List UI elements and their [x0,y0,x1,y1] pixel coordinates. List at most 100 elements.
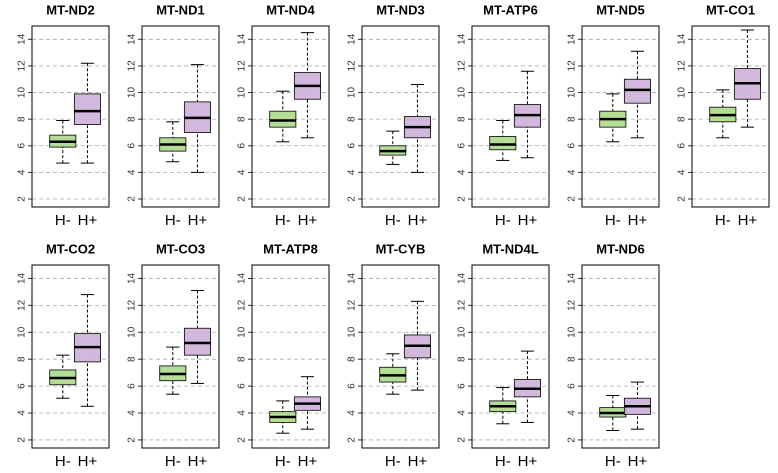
y-tick-label: 14 [567,33,578,45]
x-tick-label: H+ [518,212,538,229]
plot-frame [141,25,220,208]
y-tick-label: 12 [237,60,248,72]
y-tick-label: 14 [17,272,28,284]
panel: 2 4 6 8 10 12 14 MT-ND2 H- H+ [17,2,110,229]
y-tick-label: 10 [457,326,468,338]
box [183,327,211,356]
y-tick-label: 14 [17,33,28,45]
x-tick-label: H+ [738,212,758,229]
plot-frame [31,25,110,208]
x-tick-label: H- [715,212,731,229]
panel: 2 4 6 8 10 12 14 MT-ND1 H- H+ [127,2,220,229]
y-tick-label: 10 [347,326,358,338]
panel-title: MT-ND4 [266,2,315,17]
panel-title: MT-ND2 [46,2,94,17]
y-tick-label: 8 [127,116,138,122]
x-tick-label: H+ [298,212,318,229]
panel-title: MT-CO2 [46,241,95,256]
panel: 2 4 6 8 10 12 14 MT-ND4L H- H+ [457,241,550,470]
panel-title: MT-CO1 [706,2,755,17]
y-tick-label: 6 [347,383,358,389]
y-tick-label: 4 [127,410,138,416]
y-tick-label: 14 [457,33,468,45]
plot-frame [691,25,770,208]
y-tick-label: 2 [567,437,578,443]
y-tick-label: 12 [17,299,28,311]
box [269,110,297,128]
y-tick-label: 10 [17,87,28,99]
x-tick-label: H+ [628,212,648,229]
y-tick-label: 4 [17,410,28,416]
y-tick-label: 6 [567,383,578,389]
y-tick-label: 2 [677,196,688,202]
panel: 2 4 6 8 10 12 14 MT-ATP6 H- H+ [457,2,550,229]
y-tick-label: 2 [457,196,468,202]
x-tick-label: H- [385,453,401,470]
x-tick-label: H- [55,453,71,470]
plot-frame [581,25,660,208]
panel: 2 4 6 8 10 12 14 MT-ND4 H- H+ [237,2,330,229]
y-tick-label: 8 [347,356,358,362]
y-tick-label: 10 [567,326,578,338]
y-tick-label: 10 [127,326,138,338]
y-tick-label: 10 [347,87,358,99]
y-tick-label: 6 [127,383,138,389]
y-tick-label: 14 [127,33,138,45]
y-tick-label: 4 [567,410,578,416]
y-tick-label: 8 [17,116,28,122]
plot-frame [471,264,550,449]
panel-title: MT-ATP6 [483,2,538,17]
x-tick-label: H- [605,212,621,229]
y-tick-label: 6 [347,143,358,149]
plot-frame [251,25,330,208]
y-tick-label: 4 [17,169,28,175]
y-tick-label: 14 [347,33,358,45]
y-tick-label: 4 [237,169,248,175]
x-tick-label: H- [275,453,291,470]
y-tick-label: 6 [17,143,28,149]
y-tick-label: 14 [237,33,248,45]
panel: 2 4 6 8 10 12 14 MT-ND3 H- H+ [347,2,440,229]
panel: 2 4 6 8 10 12 14 MT-ND5 H- H+ [567,2,660,229]
y-tick-label: 12 [457,60,468,72]
y-tick-label: 12 [347,299,358,311]
y-tick-label: 6 [237,383,248,389]
y-tick-label: 10 [567,87,578,99]
panel: 2 4 6 8 10 12 14 MT-ND6 H- H+ [567,241,660,470]
y-tick-label: 12 [567,299,578,311]
plot-frame [251,264,330,449]
plot-frame [581,264,660,449]
y-tick-label: 14 [347,272,358,284]
y-tick-label: 12 [17,60,28,72]
panel-title: MT-CYB [376,241,426,256]
panel: 2 4 6 8 10 12 14 MT-ATP8 H- H+ [237,241,330,470]
y-tick-label: 6 [237,143,248,149]
y-tick-label: 14 [237,272,248,284]
y-tick-label: 6 [567,143,578,149]
y-tick-label: 4 [347,410,358,416]
panel-title: MT-ND5 [596,2,644,17]
panel-title: MT-CO3 [156,241,205,256]
box [489,136,517,151]
y-tick-label: 12 [237,299,248,311]
y-tick-label: 12 [567,60,578,72]
y-tick-label: 8 [567,356,578,362]
y-tick-label: 4 [457,410,468,416]
panel-title: MT-ND1 [156,2,204,17]
x-tick-label: H- [605,453,621,470]
y-tick-label: 12 [127,299,138,311]
y-tick-label: 8 [347,116,358,122]
box [623,78,651,104]
y-tick-label: 12 [127,60,138,72]
y-tick-label: 2 [347,437,358,443]
panel-title: MT-ATP8 [263,241,318,256]
y-tick-label: 8 [677,116,688,122]
y-tick-label: 2 [347,196,358,202]
x-tick-label: H+ [518,453,538,470]
y-tick-label: 2 [237,196,248,202]
panel-title: MT-ND4L [482,241,538,256]
y-tick-label: 10 [457,87,468,99]
y-tick-label: 6 [17,383,28,389]
x-tick-label: H+ [78,212,98,229]
